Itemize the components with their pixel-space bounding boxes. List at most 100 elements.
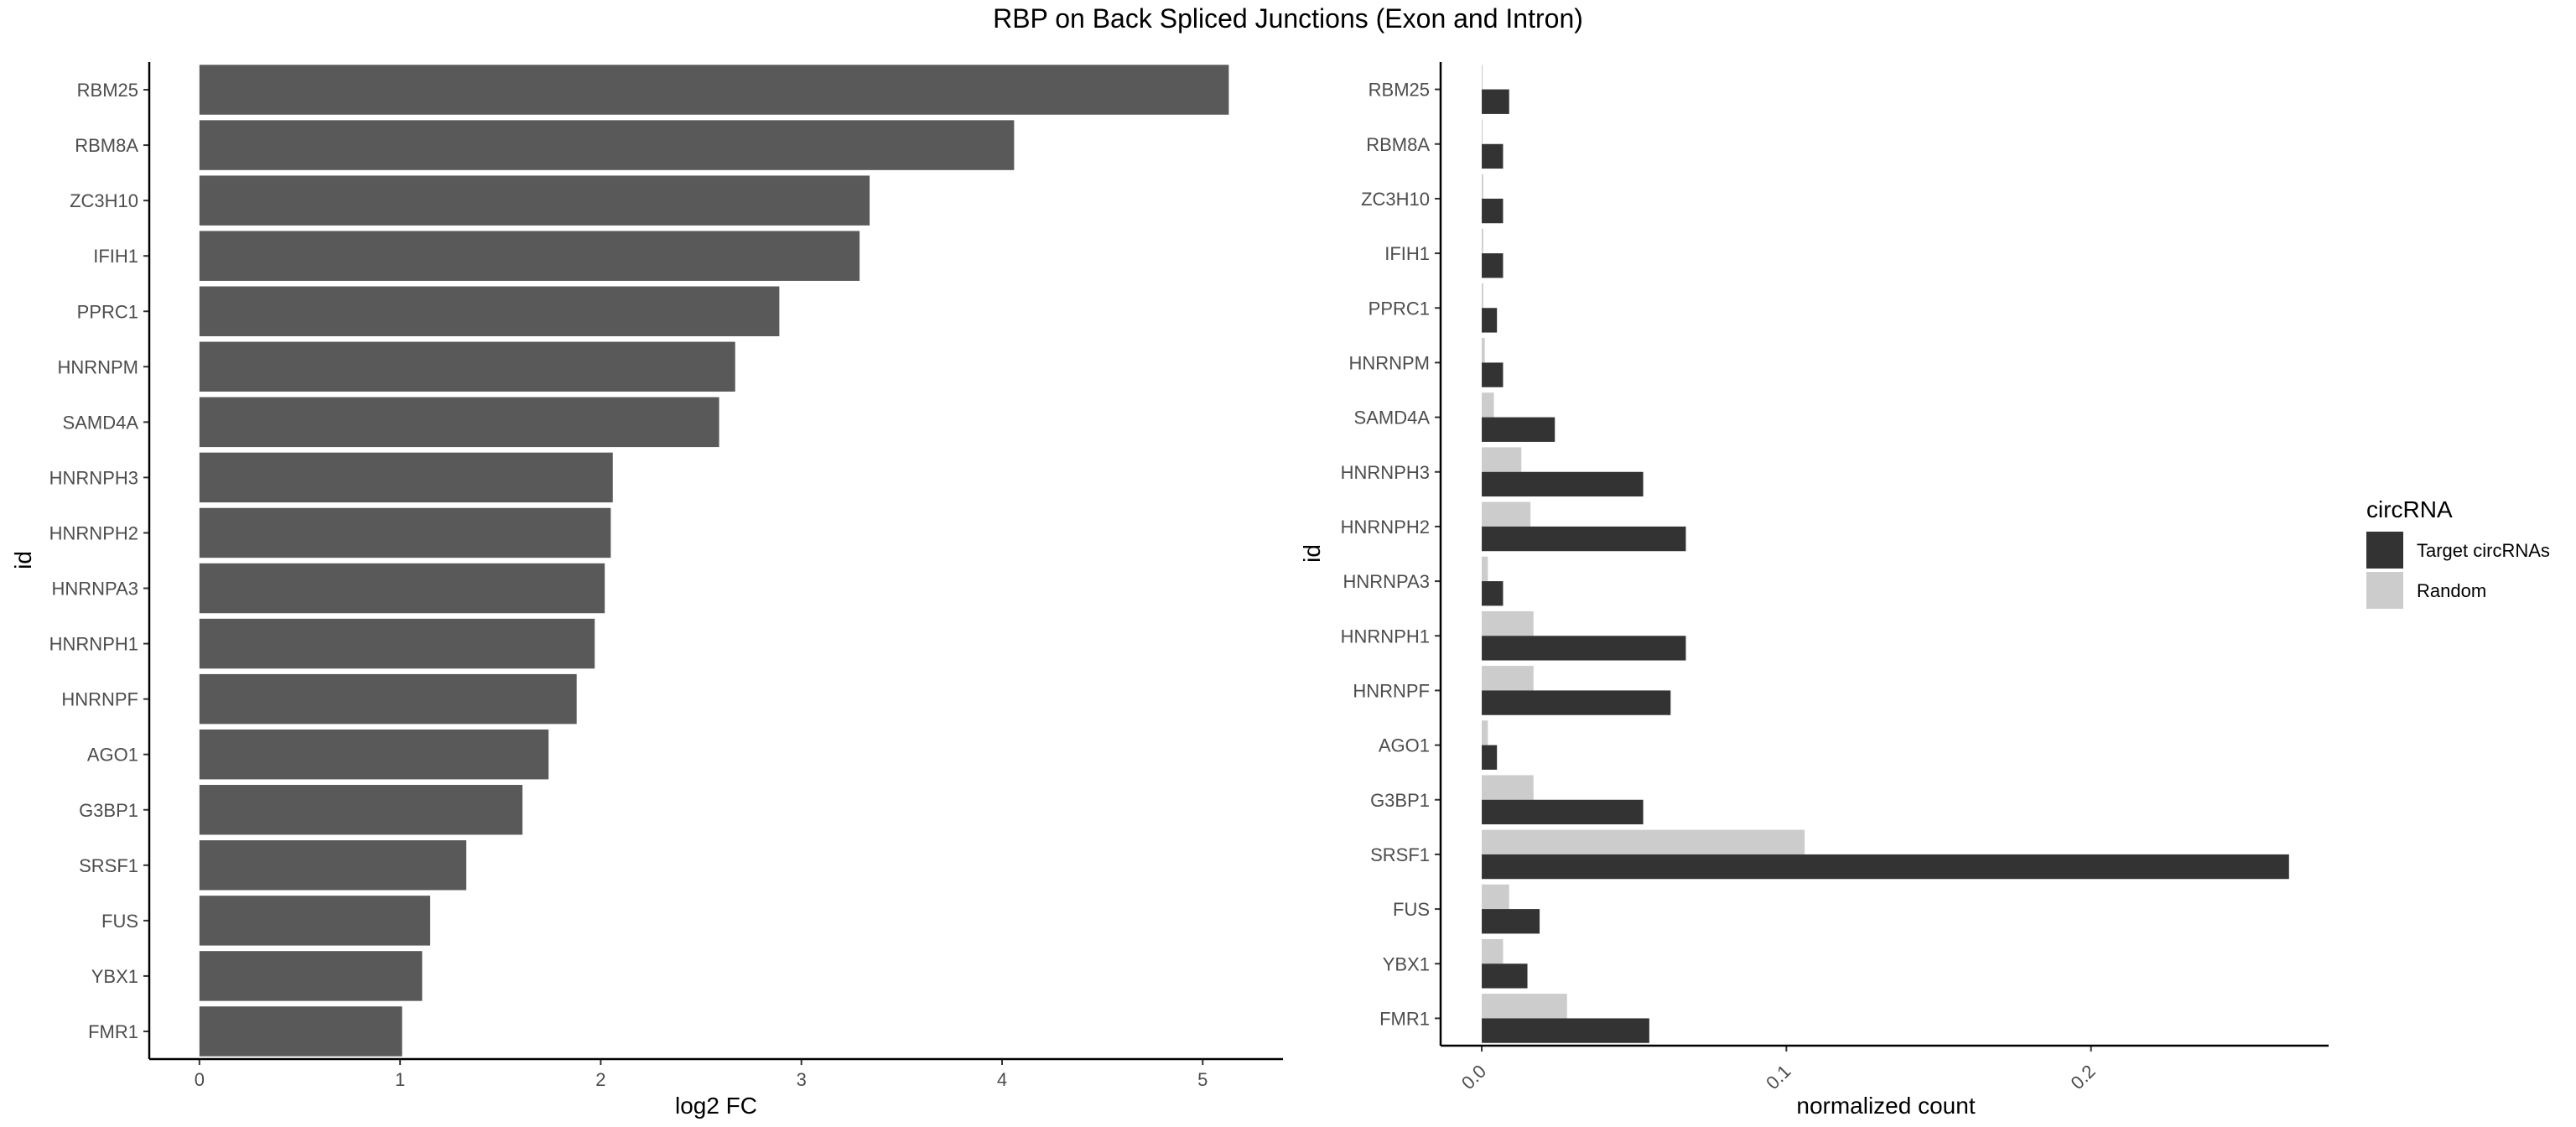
y-tick-label-hnrnph1: HNRNPH1 [1341, 626, 1430, 647]
y-tick-label-fus: FUS [101, 911, 138, 932]
bar-ago1-random [1482, 720, 1488, 745]
y-tick-label-g3bp1: G3BP1 [1370, 790, 1430, 811]
bar-fmr1-target-circrnas [1482, 1018, 1649, 1043]
bar-hnrnph1-target-circrnas [1482, 636, 1686, 661]
bar-fmr1 [199, 1006, 402, 1057]
bar-ifih1 [199, 231, 860, 281]
y-tick-label-rbm8a: RBM8A [1366, 134, 1430, 155]
legend-title: circRNA [2366, 496, 2453, 522]
y-tick-label-hnrnph3: HNRNPH3 [49, 467, 138, 488]
bar-hnrnpm-target-circrnas [1482, 362, 1504, 387]
bar-hnrnpa3 [199, 563, 605, 614]
log2fc-x-ticks: 0 1 2 3 4 5 [195, 1059, 1208, 1090]
y-tick-label-hnrnph1: HNRNPH1 [49, 634, 138, 655]
log2fc-y-tick-labels: RBM25 RBM8A ZC3H10 IFIH1 PPRC1 HNRNPM SAMD4A HN… [49, 80, 149, 1042]
bar-ago1 [199, 729, 549, 780]
bar-pprc1-target-circrnas [1482, 308, 1498, 333]
y-tick-label-srsf1: SRSF1 [79, 855, 138, 876]
bar-samd4a-random [1482, 392, 1494, 418]
bar-hnrnph2-target-circrnas [1482, 526, 1686, 552]
bar-rbm25 [199, 65, 1229, 115]
bar-hnrnph3-target-circrnas [1482, 471, 1644, 497]
bar-rbm8a-target-circrnas [1482, 143, 1504, 169]
y-tick-label-ago1: AGO1 [1379, 735, 1430, 756]
y-tick-label-srsf1: SRSF1 [1370, 844, 1430, 865]
bar-hnrnph2-random [1482, 501, 1531, 527]
bar-zc3h10-random [1482, 174, 1483, 199]
x-tick-label-2: 2 [595, 1069, 605, 1090]
y-tick-label-hnrnpf: HNRNPF [61, 689, 138, 710]
legend-label-target-circrnas: Target circRNAs [2417, 540, 2550, 561]
bar-rbm25-random [1482, 65, 1483, 90]
y-tick-label-ybx1: YBX1 [1383, 953, 1430, 974]
bar-zc3h10 [199, 175, 870, 226]
bar-hnrnpf-random [1482, 666, 1534, 691]
legend-label-random: Random [2417, 580, 2486, 601]
y-tick-label-g3bp1: G3BP1 [79, 800, 138, 821]
bar-srsf1-target-circrnas [1482, 854, 2289, 880]
bar-fus [199, 896, 431, 946]
y-tick-label-rbm25: RBM25 [1368, 80, 1430, 101]
normalized-count-panel: RBM25 RBM8A ZC3H10 IFIH1 PPRC1 HNRNPM SAMD4A HN… [1299, 62, 2329, 1119]
log2fc-y-axis-title: id [10, 551, 36, 569]
bar-srsf1-random [1482, 829, 1805, 854]
bar-fus-random [1482, 884, 1509, 910]
bar-samd4a [199, 397, 719, 448]
bar-rbm25-target-circrnas [1482, 89, 1509, 114]
bar-hnrnph2 [199, 507, 611, 558]
bar-fmr1-random [1482, 994, 1567, 1019]
y-tick-label-hnrnpm: HNRNPM [1348, 352, 1430, 373]
bar-g3bp1-target-circrnas [1482, 799, 1644, 825]
y-tick-label-pprc1: PPRC1 [77, 301, 138, 322]
bar-pprc1-random [1482, 283, 1483, 309]
bar-ifih1-target-circrnas [1482, 253, 1504, 278]
log2fc-bars [199, 65, 1229, 1057]
log2fc-x-axis-title: log2 FC [675, 1093, 757, 1119]
x-tick-label-3: 3 [797, 1069, 807, 1090]
y-tick-label-fmr1: FMR1 [88, 1021, 138, 1042]
bar-hnrnph3-random [1482, 447, 1522, 472]
bar-g3bp1 [199, 785, 523, 835]
y-tick-label-ifih1: IFIH1 [93, 246, 138, 267]
y-tick-label-hnrnpa3: HNRNPA3 [1343, 571, 1430, 592]
y-tick-label-pprc1: PPRC1 [1368, 298, 1430, 319]
bar-ago1-target-circrnas [1482, 745, 1498, 770]
bar-ifih1-random [1482, 228, 1483, 254]
bar-samd4a-target-circrnas [1482, 417, 1555, 442]
bar-ybx1-target-circrnas [1482, 963, 1528, 989]
y-tick-label-hnrnph2: HNRNPH2 [49, 522, 138, 543]
bar-hnrnph1-random [1482, 610, 1534, 636]
legend-swatch-target-circrnas [2366, 532, 2403, 569]
y-tick-label-zc3h10: ZC3H10 [1361, 189, 1430, 210]
x-tick-label-4: 4 [997, 1069, 1007, 1090]
normalized-count-x-axis-title: normalized count [1796, 1093, 1975, 1119]
y-tick-label-samd4a: SAMD4A [1354, 408, 1431, 428]
y-tick-label-rbm25: RBM25 [77, 80, 138, 101]
bar-rbm8a-random [1482, 119, 1483, 144]
bar-hnrnph1 [199, 618, 595, 669]
bar-ybx1 [199, 951, 423, 1001]
bar-fus-target-circrnas [1482, 909, 1540, 934]
bar-srsf1 [199, 840, 467, 891]
y-tick-label-ago1: AGO1 [87, 745, 138, 766]
figure-title: RBP on Back Spliced Junctions (Exon and … [993, 3, 1583, 34]
x-tick-label-0: 0 [195, 1069, 205, 1090]
y-tick-label-ybx1: YBX1 [91, 966, 138, 987]
bar-hnrnpf-target-circrnas [1482, 690, 1671, 715]
bar-hnrnpa3-target-circrnas [1482, 581, 1504, 606]
normalized-count-y-axis-title: id [1299, 544, 1325, 563]
y-tick-label-hnrnph3: HNRNPH3 [1341, 462, 1430, 483]
bar-hnrnph3 [199, 452, 613, 503]
normalized-count-bars [1482, 65, 2289, 1043]
bar-hnrnpm-random [1482, 338, 1485, 363]
bar-hnrnpa3-random [1482, 556, 1488, 582]
y-tick-label-rbm8a: RBM8A [75, 135, 138, 156]
y-tick-label-ifih1: IFIH1 [1384, 243, 1430, 264]
y-tick-label-zc3h10: ZC3H10 [70, 190, 138, 211]
y-tick-label-hnrnpm: HNRNPM [57, 356, 138, 377]
legend-swatch-random [2366, 572, 2403, 609]
y-tick-label-samd4a: SAMD4A [63, 412, 139, 433]
bar-hnrnpf [199, 673, 577, 724]
bar-rbm8a [199, 120, 1015, 170]
